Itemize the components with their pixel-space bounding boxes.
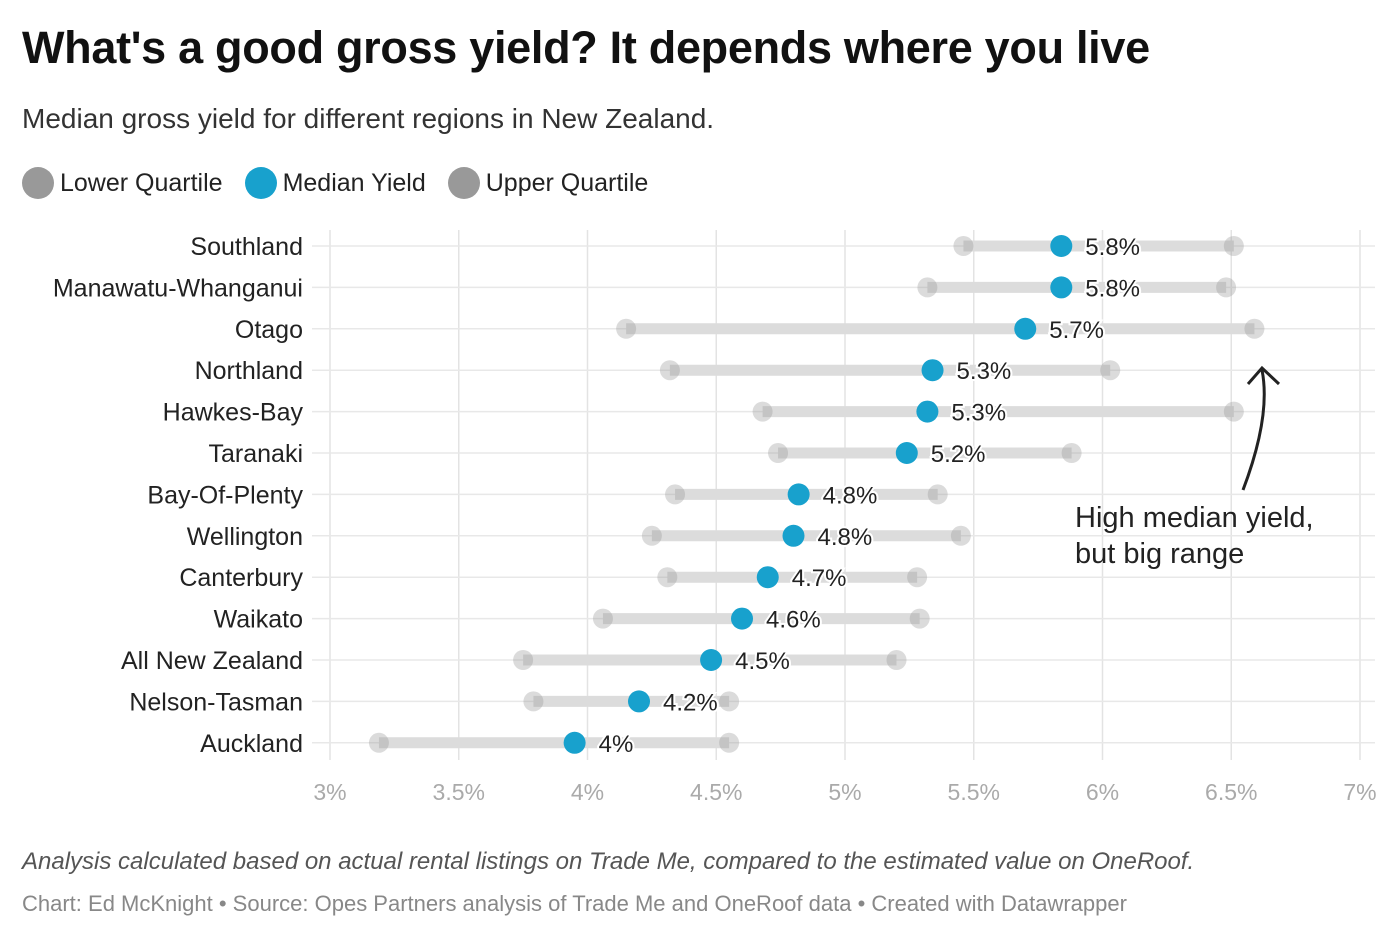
row-label: Hawkes-Bay [163, 399, 304, 427]
median-dot [782, 524, 805, 547]
upper-quartile-dot [719, 691, 740, 712]
median-dot [756, 566, 779, 589]
upper-dot-icon [447, 167, 480, 199]
annotation: High median yield, but big range [1075, 500, 1314, 572]
legend-item-median: Median Yield [244, 167, 426, 199]
upper-quartile-dot [1223, 236, 1244, 256]
upper-quartile-dot [1223, 401, 1244, 422]
x-tick-label: 5.5% [948, 779, 1000, 805]
lower-quartile-dot [768, 443, 789, 463]
median-dot [1014, 317, 1037, 340]
row-label: Canterbury [179, 564, 303, 592]
median-dot [787, 483, 810, 506]
lower-quartile-dot [616, 318, 637, 339]
upper-quartile-dot [950, 525, 971, 546]
upper-quartile-dot [927, 484, 948, 505]
row-label: Bay-Of-Plenty [147, 481, 303, 509]
lower-quartile-dot [368, 732, 389, 753]
lower-quartile-dot [665, 484, 686, 505]
lower-dot-icon [22, 167, 54, 199]
lower-quartile-dot [592, 608, 613, 629]
lower-quartile-dot [641, 525, 662, 546]
annotation-arrow [1241, 369, 1266, 491]
upper-quartile-dot [1216, 277, 1237, 298]
data-label: 5.3% [951, 400, 1006, 427]
row-label: Wellington [187, 523, 303, 551]
median-dot [731, 607, 753, 630]
row-label: Nelson-Tasman [129, 688, 303, 716]
x-tick-label: 6% [1086, 779, 1119, 805]
row-label: Southland [190, 233, 303, 261]
lower-quartile-dot [917, 277, 938, 298]
data-label: 4.2% [663, 689, 718, 716]
row-label: Manawatu-Whanganui [53, 274, 303, 302]
median-dot [628, 690, 650, 713]
data-label: 5.7% [1049, 317, 1104, 344]
row-label: Taranaki [209, 440, 304, 468]
data-label: 4.7% [792, 565, 847, 592]
row-label: All New Zealand [121, 647, 303, 675]
lower-quartile-dot [523, 691, 544, 712]
upper-quartile-dot [719, 732, 740, 753]
median-dot [1050, 276, 1073, 299]
upper-quartile-dot [1100, 360, 1121, 381]
row-label: Auckland [200, 730, 303, 758]
chart-subtitle: Median gross yield for different regions… [22, 103, 715, 134]
row-label: Otago [235, 316, 303, 344]
row-label: Waikato [214, 606, 303, 634]
lower-quartile-dot [513, 650, 534, 670]
median-dot [563, 731, 586, 754]
annotation-line2: but big range [1075, 538, 1245, 570]
data-label: 4.6% [766, 607, 821, 634]
x-tick-label: 3.5% [433, 779, 485, 805]
lower-quartile-dot [752, 401, 773, 422]
data-label: 4.5% [735, 648, 790, 675]
chart-title: What's a good gross yield? It depends wh… [22, 22, 1150, 73]
legend-label: Lower Quartile [60, 168, 223, 197]
data-label: 5.8% [1085, 275, 1140, 302]
annotation-line1: High median yield, [1075, 502, 1314, 534]
x-tick-label: 6.5% [1205, 779, 1257, 805]
legend-label: Upper Quartile [485, 168, 649, 197]
arrowhead-icon [1246, 365, 1281, 386]
lower-quartile-dot [953, 236, 974, 256]
median-dot [921, 359, 944, 382]
row-label: Northland [195, 357, 303, 385]
data-label: 4.8% [823, 482, 878, 509]
data-label: 5.2% [931, 441, 986, 468]
lower-quartile-dot [657, 567, 678, 588]
legend-label: Median Yield [282, 168, 426, 197]
upper-quartile-dot [907, 567, 928, 588]
chart-note: Analysis calculated based on actual rent… [22, 848, 1195, 875]
upper-quartile-dot [909, 608, 930, 629]
chart-footer: Chart: Ed McKnight • Source: Opes Partne… [22, 891, 1127, 916]
x-tick-label: 3% [313, 779, 346, 805]
data-label: 5.8% [1085, 234, 1140, 261]
data-label: 4.8% [818, 524, 873, 551]
median-dot [916, 400, 939, 423]
lower-quartile-dot [659, 360, 680, 381]
upper-quartile-dot [1244, 318, 1265, 339]
median-dot [700, 649, 723, 671]
legend-item-upper: Upper Quartile [447, 167, 649, 199]
data-label: 5.3% [957, 358, 1012, 385]
legend-item-lower: Lower Quartile [22, 167, 223, 199]
upper-quartile-dot [886, 650, 907, 670]
x-tick-label: 5% [828, 779, 861, 805]
x-tick-label: 4% [571, 779, 604, 805]
median-dot [895, 442, 918, 464]
median-dot-icon [244, 167, 277, 199]
x-tick-label: 4.5% [690, 779, 742, 805]
legend: Lower Quartile Median Yield Upper Quarti… [22, 167, 648, 199]
upper-quartile-dot [1061, 443, 1082, 463]
x-tick-label: 7% [1343, 779, 1376, 805]
median-dot [1050, 235, 1073, 257]
data-label: 4% [599, 731, 634, 758]
